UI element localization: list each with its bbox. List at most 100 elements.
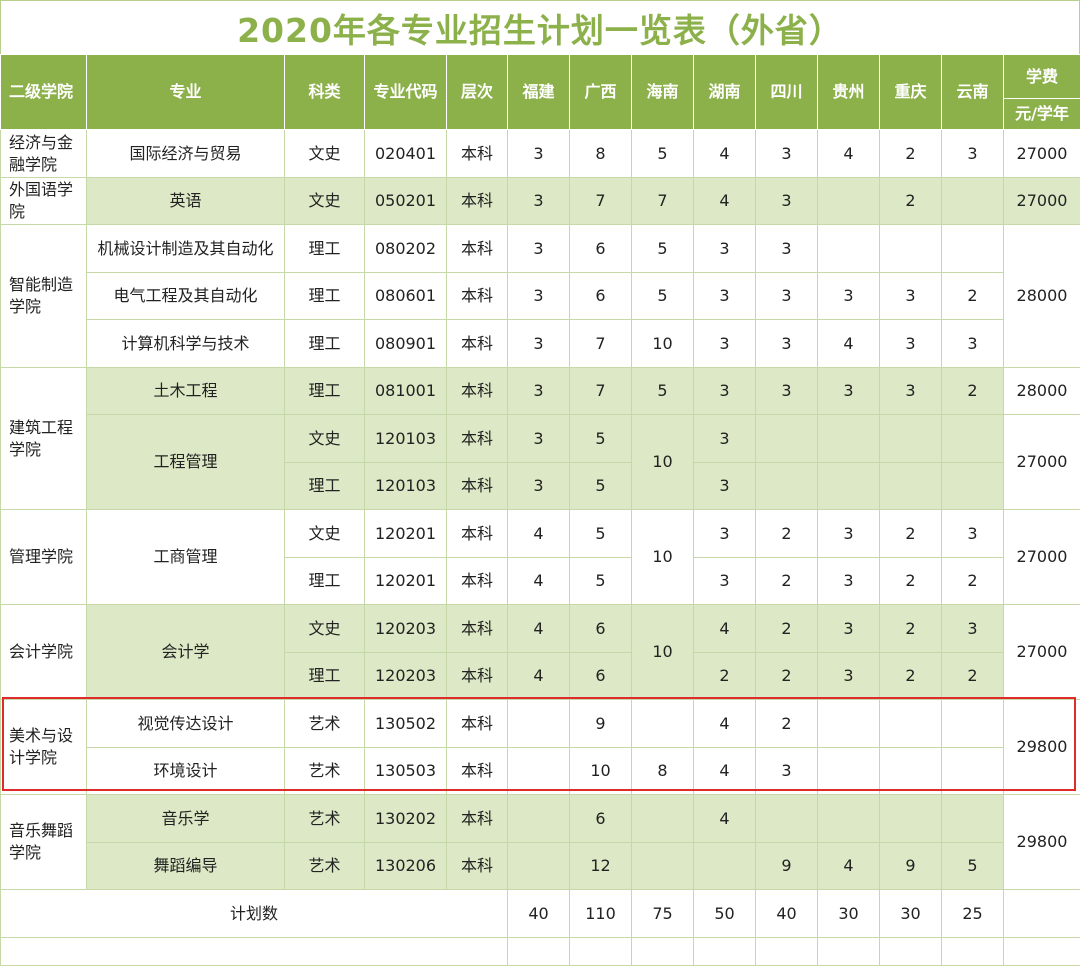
level-cell: 本科: [447, 558, 508, 605]
table-row: 美术与设计学院 视觉传达设计 艺术 130502 本科 9 4 2 29800: [1, 700, 1080, 748]
category-cell: 文史: [285, 178, 365, 225]
quota-cell: 3: [756, 368, 818, 415]
quota-cell: 3: [694, 558, 756, 605]
empty-cell: [756, 938, 818, 966]
category-cell: 理工: [285, 368, 365, 415]
quota-cell: [632, 795, 694, 843]
college-cell: 外国语学院: [1, 178, 87, 225]
quota-cell: 3: [756, 130, 818, 178]
code-cell: 120201: [365, 558, 447, 605]
quota-cell: [508, 795, 570, 843]
table-row: 外国语学院 英语 文史 050201 本科 3 7 7 4 3 2 27000: [1, 178, 1080, 225]
quota-cell: 3: [694, 368, 756, 415]
quota-cell: 2: [756, 510, 818, 558]
level-cell: 本科: [447, 843, 508, 890]
quota-cell: 4: [818, 130, 880, 178]
college-cell: 美术与设计学院: [1, 700, 87, 795]
category-cell: 艺术: [285, 843, 365, 890]
quota-cell: 3: [508, 415, 570, 463]
college-cell: 管理学院: [1, 510, 87, 605]
category-cell: 艺术: [285, 795, 365, 843]
quota-cell: 4: [508, 605, 570, 653]
header-code: 专业代码: [365, 55, 447, 130]
quota-cell: 2: [942, 273, 1004, 320]
major-cell: 机械设计制造及其自动化: [87, 225, 285, 273]
quota-cell: 6: [570, 653, 632, 700]
quota-cell: 3: [756, 748, 818, 795]
code-cell: 080601: [365, 273, 447, 320]
table-row: 建筑工程学院 土木工程 理工 081001 本科 3 7 5 3 3 3 3 2…: [1, 368, 1080, 415]
quota-cell: 4: [508, 510, 570, 558]
category-cell: 艺术: [285, 748, 365, 795]
quota-cell: 4: [694, 748, 756, 795]
empty-cell: [570, 938, 632, 966]
quota-cell: 2: [756, 605, 818, 653]
quota-cell: [880, 748, 942, 795]
quota-cell: 3: [508, 130, 570, 178]
quota-cell: 3: [694, 510, 756, 558]
quota-cell: [818, 415, 880, 463]
quota-cell: [508, 700, 570, 748]
quota-cell: [508, 843, 570, 890]
total-cell: 25: [942, 890, 1004, 938]
quota-cell: [756, 463, 818, 510]
quota-cell: 9: [570, 700, 632, 748]
header-province: 贵州: [818, 55, 880, 130]
code-cell: 120103: [365, 415, 447, 463]
total-cell: 30: [880, 890, 942, 938]
major-cell: 土木工程: [87, 368, 285, 415]
quota-cell: 5: [632, 130, 694, 178]
quota-cell: 5: [570, 415, 632, 463]
category-cell: 理工: [285, 463, 365, 510]
major-cell: 电气工程及其自动化: [87, 273, 285, 320]
fee-cell: 27000: [1004, 178, 1080, 225]
quota-cell: [694, 843, 756, 890]
fee-cell: 28000: [1004, 368, 1080, 415]
major-cell: 音乐学: [87, 795, 285, 843]
header-province: 云南: [942, 55, 1004, 130]
total-fee-cell: [1004, 890, 1080, 938]
quota-cell: [880, 795, 942, 843]
quota-cell: [632, 700, 694, 748]
total-label: 计划数: [1, 890, 508, 938]
major-cell: 会计学: [87, 605, 285, 700]
empty-cell: [818, 938, 880, 966]
empty-row: [1, 938, 1080, 966]
quota-cell: 3: [694, 415, 756, 463]
fee-cell: 29800: [1004, 795, 1080, 890]
college-cell: 建筑工程学院: [1, 368, 87, 510]
header-level: 层次: [447, 55, 508, 130]
quota-cell: [818, 795, 880, 843]
table-row: 会计学院 会计学 文史 120203 本科 4 6 10 4 2 3 2 3 2…: [1, 605, 1080, 653]
quota-cell: [508, 748, 570, 795]
code-cell: 130502: [365, 700, 447, 748]
table-row: 音乐舞蹈学院 音乐学 艺术 130202 本科 6 4 29800: [1, 795, 1080, 843]
empty-cell: [694, 938, 756, 966]
code-cell: 050201: [365, 178, 447, 225]
quota-cell: [942, 178, 1004, 225]
quota-cell: [632, 843, 694, 890]
category-cell: 理工: [285, 320, 365, 368]
quota-cell: 3: [818, 273, 880, 320]
quota-cell: 4: [508, 653, 570, 700]
quota-cell: 2: [756, 700, 818, 748]
category-cell: 文史: [285, 510, 365, 558]
quota-cell: [942, 415, 1004, 463]
category-cell: 艺术: [285, 700, 365, 748]
quota-cell: [942, 463, 1004, 510]
level-cell: 本科: [447, 415, 508, 463]
table-row: 工程管理 文史 120103 本科 3 5 10 3 27000: [1, 415, 1080, 463]
quota-cell: 5: [632, 368, 694, 415]
code-cell: 120203: [365, 653, 447, 700]
category-cell: 理工: [285, 653, 365, 700]
fee-cell: 27000: [1004, 415, 1080, 510]
code-cell: 130206: [365, 843, 447, 890]
quota-cell: 2: [694, 653, 756, 700]
quota-cell: 5: [570, 510, 632, 558]
enrollment-plan-table: 二级学院 专业 科类 专业代码 层次 福建 广西 海南 湖南 四川 贵州 重庆 …: [0, 54, 1080, 966]
level-cell: 本科: [447, 605, 508, 653]
level-cell: 本科: [447, 510, 508, 558]
level-cell: 本科: [447, 700, 508, 748]
empty-cell: [1, 938, 508, 966]
quota-cell: 3: [694, 225, 756, 273]
